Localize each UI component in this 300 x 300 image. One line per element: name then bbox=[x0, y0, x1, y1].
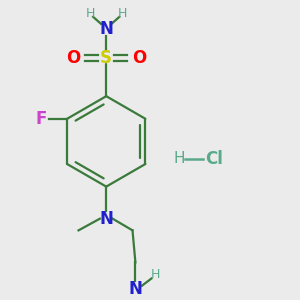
Text: O: O bbox=[66, 49, 80, 67]
Text: H: H bbox=[173, 152, 185, 166]
Text: S: S bbox=[100, 49, 112, 67]
Text: H: H bbox=[118, 8, 127, 20]
Text: N: N bbox=[128, 280, 142, 298]
Text: N: N bbox=[99, 210, 113, 228]
Text: H: H bbox=[151, 268, 160, 281]
Text: H: H bbox=[85, 8, 95, 20]
Text: Cl: Cl bbox=[205, 150, 223, 168]
Text: F: F bbox=[35, 110, 46, 128]
Text: O: O bbox=[132, 49, 146, 67]
Text: N: N bbox=[99, 20, 113, 38]
